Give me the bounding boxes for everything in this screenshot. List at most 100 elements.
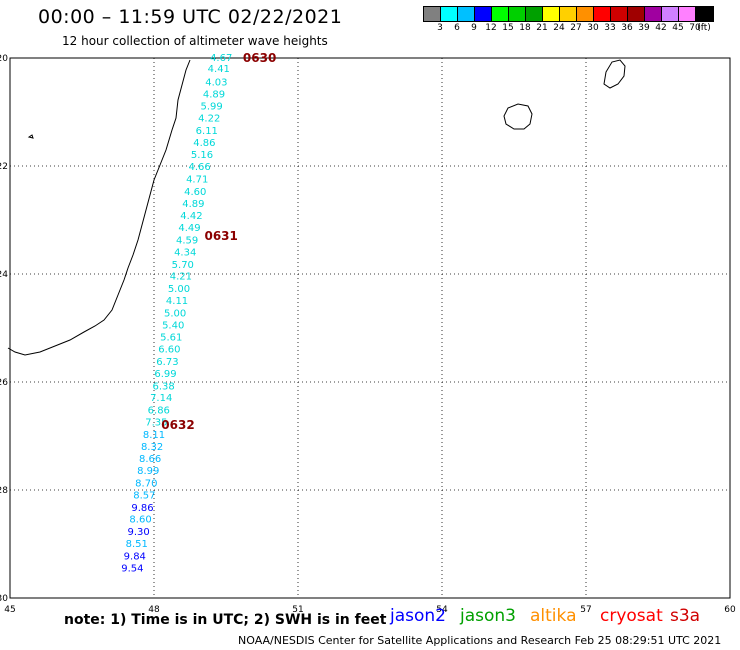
swh-value: 4.89 xyxy=(203,90,225,101)
swh-value: 4.86 xyxy=(193,138,215,149)
swh-value: 7.35 xyxy=(145,418,167,429)
swh-value: 8.51 xyxy=(126,539,148,550)
swh-value: 8.11 xyxy=(143,430,165,441)
axis-labels: 45 48 51 54 57 60 -20 -22 -24 -26 -28 -30 xyxy=(0,54,736,615)
lat-tick-label: -30 xyxy=(0,594,8,604)
lat-tick-label: -28 xyxy=(0,486,8,496)
map-grid xyxy=(9,57,731,599)
satellite-legend-jason3: jason3 xyxy=(460,606,516,626)
swh-value: 4.41 xyxy=(208,64,230,75)
swh-value: 4.21 xyxy=(170,272,192,283)
color-swatch xyxy=(662,7,679,21)
color-scale-label: 42 xyxy=(655,23,667,33)
swh-value: 8.57 xyxy=(133,490,155,501)
color-swatch xyxy=(424,7,441,21)
color-scale-label: 30 xyxy=(587,23,599,33)
color-scale-label: 6 xyxy=(454,23,460,33)
swh-value: 5.70 xyxy=(172,260,194,271)
swh-value: 5.00 xyxy=(168,284,190,295)
color-swatch xyxy=(679,7,696,21)
swh-value: 6.60 xyxy=(158,345,180,356)
swh-value: 8.66 xyxy=(139,454,161,465)
color-scale-label: 12 xyxy=(485,23,497,33)
lat-tick-label: -22 xyxy=(0,162,8,172)
color-swatch xyxy=(543,7,560,21)
color-swatch xyxy=(509,7,526,21)
lon-tick-label: 45 xyxy=(4,605,15,615)
color-swatch xyxy=(628,7,645,21)
color-scale-label: 24 xyxy=(553,23,565,33)
swh-value: 4.89 xyxy=(182,199,204,210)
lon-tick-label: 48 xyxy=(148,605,160,615)
pass-time-label: 0631 xyxy=(204,229,237,243)
color-scale-label: 36 xyxy=(621,23,633,33)
color-scale-label: 18 xyxy=(519,23,531,33)
swh-value: 5.40 xyxy=(162,320,184,331)
color-swatch xyxy=(645,7,662,21)
lon-tick-label: 54 xyxy=(436,605,448,615)
swh-value: 9.30 xyxy=(128,527,150,538)
swh-value: 6.73 xyxy=(156,357,178,368)
swh-value: 9.54 xyxy=(121,563,143,574)
color-swatch xyxy=(458,7,475,21)
lon-tick-label: 51 xyxy=(292,605,303,615)
satellite-legend-altika: altika xyxy=(530,606,577,626)
color-scale-label: 70 xyxy=(689,23,701,33)
swh-value: 5.16 xyxy=(191,150,213,161)
swh-value: 6.99 xyxy=(154,369,176,380)
pass-labels: 0630 0631 0632 xyxy=(161,51,276,432)
swh-value: 5.61 xyxy=(160,333,182,344)
color-scale-label: 15 xyxy=(502,23,514,33)
color-swatch xyxy=(577,7,594,21)
satellite-legend-s3a: s3a xyxy=(670,606,701,626)
swh-value: 4.11 xyxy=(166,296,188,307)
color-scale-label: 27 xyxy=(570,23,582,33)
footer-credit: NOAA/NESDIS Center for Satellite Applica… xyxy=(238,634,722,647)
swh-values: 4.674.414.034.895.994.226.114.865.164.66… xyxy=(121,53,232,574)
coastline xyxy=(7,59,626,356)
lat-tick-label: -20 xyxy=(0,54,8,64)
map-subtitle: 12 hour collection of altimeter wave hei… xyxy=(62,34,328,48)
pass-time-label: 0632 xyxy=(161,418,194,432)
swh-value: 8.60 xyxy=(129,515,151,526)
lon-tick-label: 60 xyxy=(724,605,736,615)
color-scale-label: 3 xyxy=(437,23,443,33)
swh-value: 7.14 xyxy=(150,393,172,404)
color-scale-label: 21 xyxy=(536,23,548,33)
swh-value: 4.71 xyxy=(186,175,208,186)
color-swatch xyxy=(492,7,509,21)
color-swatch xyxy=(560,7,577,21)
satellite-legend-jason2: jason2 xyxy=(390,606,446,626)
swh-value: 4.59 xyxy=(176,236,198,247)
color-scale-label: 9 xyxy=(471,23,477,33)
pass-time-label: 0630 xyxy=(243,51,276,65)
lon-tick-label: 57 xyxy=(580,605,591,615)
color-scale-bar xyxy=(423,6,714,22)
map-title: 00:00 – 11:59 UTC 02/22/2021 xyxy=(38,6,343,28)
color-swatch xyxy=(611,7,628,21)
swh-value: 4.60 xyxy=(184,187,206,198)
swh-value: 6.86 xyxy=(148,406,170,417)
swh-value: 4.66 xyxy=(188,162,210,173)
swh-value: 9.86 xyxy=(131,503,153,514)
swh-value: 4.49 xyxy=(178,223,200,234)
color-scale-label: 45 xyxy=(672,23,684,33)
swh-value: 5.00 xyxy=(164,308,186,319)
swh-value: 8.32 xyxy=(141,442,163,453)
swh-value: 8.70 xyxy=(135,479,157,490)
swh-value: 8.99 xyxy=(137,466,159,477)
swh-value: 9.84 xyxy=(124,551,146,562)
lat-tick-label: -24 xyxy=(0,270,8,280)
color-swatch xyxy=(696,7,713,21)
islet xyxy=(27,134,34,139)
swh-value: 4.03 xyxy=(205,77,227,88)
swh-value: 4.34 xyxy=(174,247,196,258)
swh-value: 4.42 xyxy=(180,211,202,222)
swh-value: 6.38 xyxy=(152,381,174,392)
swh-value: 4.22 xyxy=(198,113,220,124)
color-swatch xyxy=(475,7,492,21)
units-note: note: 1) Time is in UTC; 2) SWH is in fe… xyxy=(64,612,387,628)
swh-value: 4.67 xyxy=(210,53,232,64)
color-scale-label: 39 xyxy=(638,23,650,33)
